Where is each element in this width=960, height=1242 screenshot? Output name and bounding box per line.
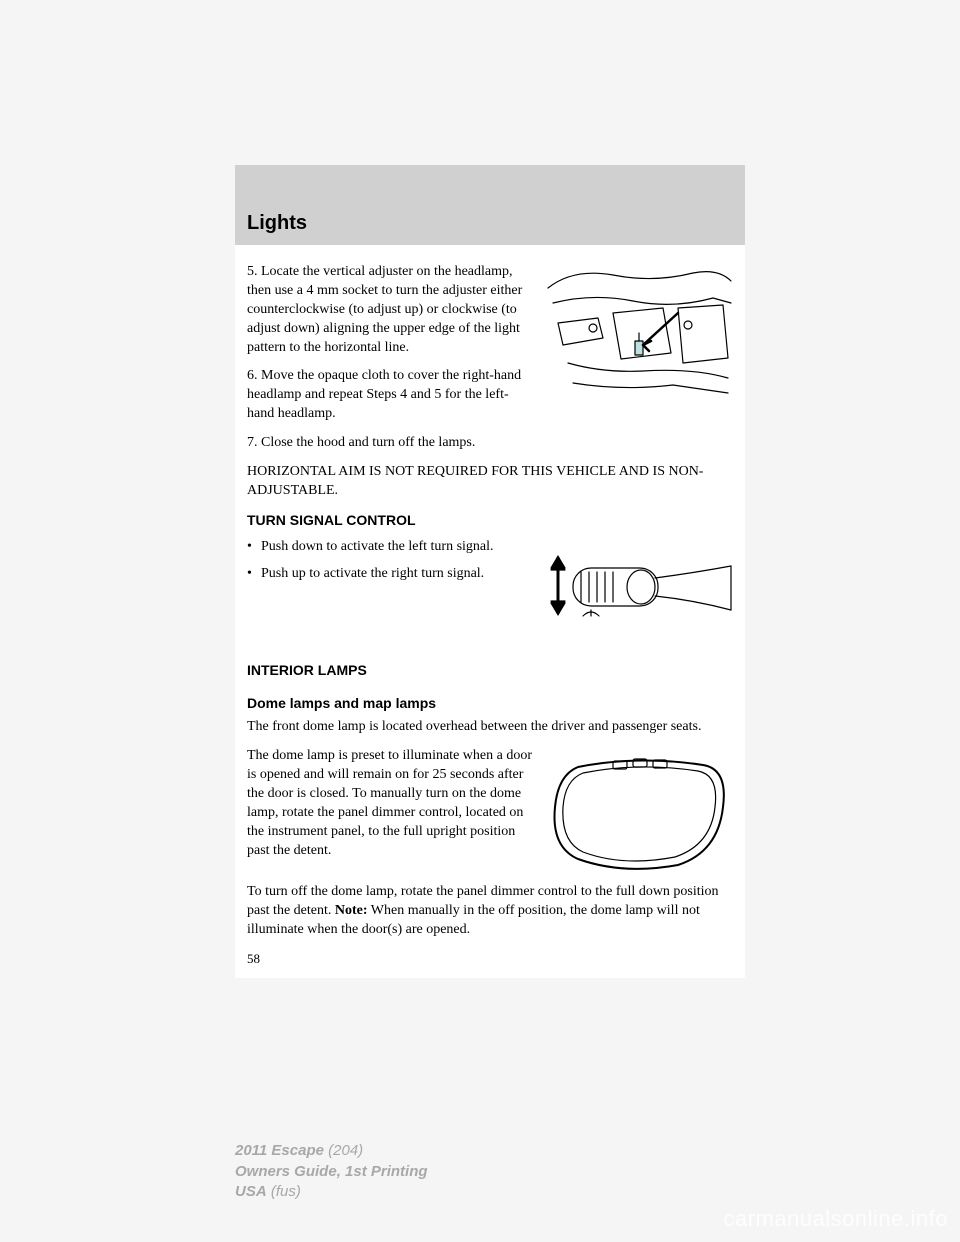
horizontal-aim-note: HORIZONTAL AIM IS NOT REQUIRED FOR THIS … [247, 463, 733, 501]
page-content: 5. Locate the vertical adjuster on the h… [235, 245, 745, 978]
adjuster-block: 5. Locate the vertical adjuster on the h… [247, 263, 733, 434]
dome-lamp-p3: To turn off the dome lamp, rotate the pa… [247, 883, 733, 940]
manual-page: Lights [235, 165, 745, 978]
headlamp-adjuster-figure [543, 263, 733, 408]
bullet-left-signal: Push down to activate the left turn sign… [261, 538, 733, 557]
watermark-text: carmanualsonline.info [723, 1206, 948, 1232]
turn-signal-block: Push down to activate the left turn sign… [247, 538, 733, 639]
footer-block: 2011 Escape (204) Owners Guide, 1st Prin… [235, 1141, 428, 1202]
dome-lamp-block: The dome lamp is preset to illuminate wh… [247, 747, 733, 883]
footer-model: 2011 Escape [235, 1142, 324, 1159]
dome-lamp-p1: The front dome lamp is located overhead … [247, 718, 733, 737]
dome-lamps-subheading: Dome lamps and map lamps [247, 694, 733, 713]
page-number: 58 [247, 950, 733, 968]
footer-line-1: 2011 Escape (204) [235, 1141, 428, 1161]
footer-code: (204) [324, 1142, 363, 1159]
footer-region-code: (fus) [267, 1183, 301, 1200]
footer-line-3: USA (fus) [235, 1182, 428, 1202]
bullet-right-signal: Push up to activate the right turn signa… [261, 565, 733, 584]
footer-line-2: Owners Guide, 1st Printing [235, 1162, 428, 1182]
step-7-text: 7. Close the hood and turn off the lamps… [247, 434, 733, 453]
section-title: Lights [247, 212, 307, 235]
turn-signal-heading: TURN SIGNAL CONTROL [247, 511, 733, 530]
dome-lamp-figure [543, 747, 733, 877]
note-label: Note: [335, 903, 368, 918]
section-header-bar: Lights [235, 165, 745, 245]
footer-region: USA [235, 1183, 267, 1200]
interior-lamps-heading: INTERIOR LAMPS [247, 661, 733, 680]
